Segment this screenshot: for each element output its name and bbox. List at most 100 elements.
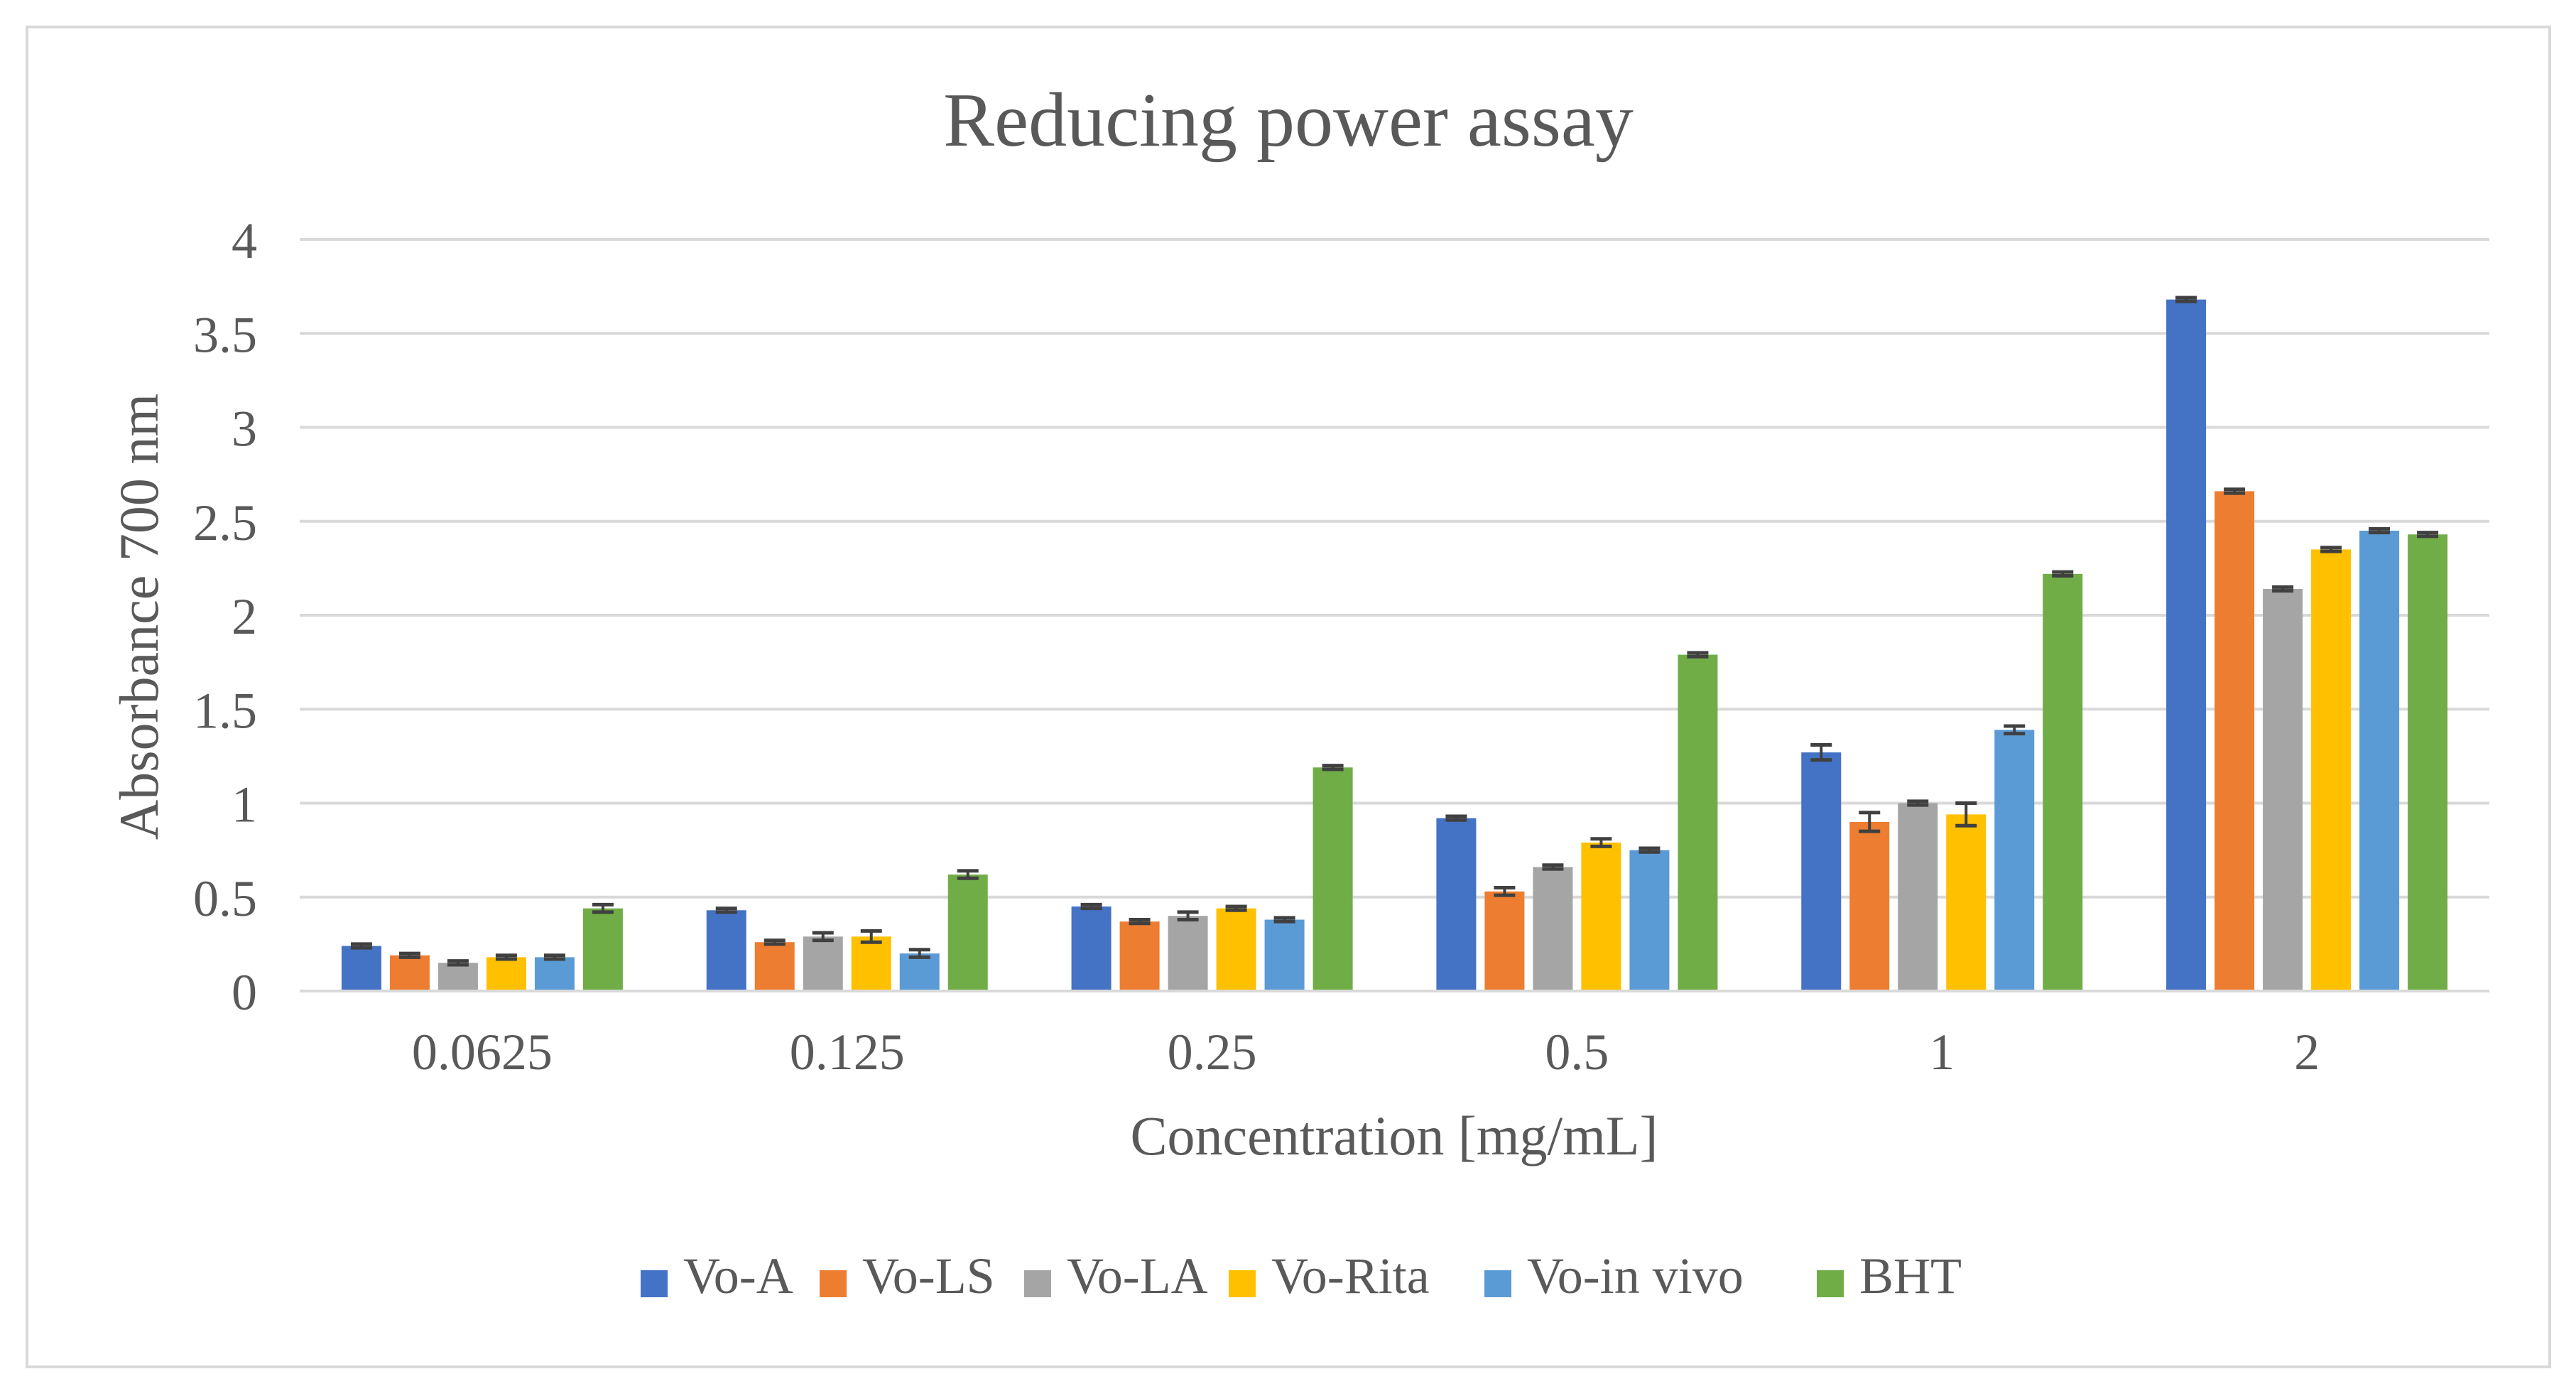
bar: [1436, 818, 1477, 991]
bar: [438, 963, 478, 991]
x-axis-tick-labels: 0.0625 0.125 0.25 0.5 1 2: [412, 1024, 2320, 1081]
legend-item: Vo-Rita: [1229, 1248, 1430, 1304]
y-axis-tick-labels: 0 0.5 1 1.5 2 2.5 3 3.5 4: [193, 212, 257, 1021]
bar: [851, 936, 891, 991]
bar: [1168, 916, 1208, 991]
legend-swatch: [1817, 1270, 1844, 1297]
legend-swatch: [1484, 1270, 1511, 1297]
legend-label: Vo-A: [683, 1248, 793, 1304]
bars: [341, 299, 2448, 991]
legend-label: Vo-Rita: [1271, 1248, 1430, 1304]
error-bar: [908, 948, 930, 959]
x-tick-label: 0.5: [1545, 1024, 1609, 1081]
x-axis-label: Concentration [mg/mL]: [1131, 1105, 1658, 1167]
bar: [1849, 821, 1890, 991]
bar: [534, 957, 575, 991]
bar: [1898, 803, 1938, 991]
error-bar: [1129, 917, 1151, 926]
error-bar: [1955, 801, 1977, 828]
bar: [1946, 814, 1987, 991]
error-bar: [1080, 902, 1102, 911]
error-bar: [1687, 651, 1709, 659]
y-tick-label: 1.5: [193, 682, 257, 739]
legend-item: Vo-LA: [1024, 1248, 1208, 1304]
error-bar: [812, 931, 834, 943]
bar: [2359, 530, 2400, 991]
error-bar: [495, 953, 517, 961]
x-tick-label: 1: [1929, 1024, 1955, 1081]
error-bar: [398, 951, 420, 959]
y-axis-label: Absorbance 700 nm: [108, 394, 170, 840]
legend-swatch: [820, 1270, 847, 1297]
error-bar: [715, 907, 737, 914]
bar: [582, 908, 623, 991]
bar: [1581, 843, 1621, 991]
bar: [2408, 534, 2448, 991]
chart-frame: [26, 26, 2551, 1368]
error-bar: [1859, 811, 1881, 833]
bar: [706, 910, 746, 991]
bar: [2311, 549, 2352, 991]
legend-swatch: [1229, 1270, 1256, 1297]
error-bar: [957, 869, 979, 880]
error-bar: [2272, 585, 2294, 593]
legend-swatch: [1024, 1270, 1051, 1297]
error-bar: [447, 959, 469, 967]
gridlines: [300, 238, 2489, 899]
x-tick-label: 0.0625: [412, 1024, 553, 1081]
error-bar: [1907, 799, 1929, 807]
y-tick-label: 0.5: [193, 870, 257, 927]
legend-item: Vo-in vivo: [1484, 1248, 1744, 1304]
y-tick-label: 0: [232, 964, 257, 1021]
bar: [1994, 730, 2035, 991]
legend-label: BHT: [1859, 1248, 1962, 1304]
error-bar: [543, 953, 565, 961]
legend-item: Vo-A: [641, 1248, 793, 1304]
error-bar: [1322, 764, 1344, 772]
y-tick-label: 1: [232, 777, 257, 833]
error-bar: [1542, 863, 1564, 871]
bar: [1484, 891, 1525, 991]
error-bar: [2004, 724, 2026, 736]
legend-item: BHT: [1817, 1248, 1962, 1304]
bar: [2263, 588, 2303, 991]
bar: [2043, 573, 2083, 991]
error-bar: [1273, 916, 1295, 924]
error-bar: [1494, 886, 1516, 897]
legend-item: Vo-LS: [820, 1248, 995, 1304]
legend-label: Vo-in vivo: [1527, 1248, 1744, 1304]
bar: [1533, 867, 1573, 991]
chart-title: Reducing power assay: [943, 78, 1634, 163]
error-bar: [763, 938, 786, 946]
error-bar: [1225, 904, 1247, 912]
error-bar: [2417, 531, 2439, 539]
bar: [486, 957, 526, 991]
error-bar: [1638, 846, 1661, 854]
bar: [341, 946, 381, 991]
error-bar: [2175, 296, 2197, 303]
bar: [1071, 906, 1112, 991]
bar: [1216, 908, 1256, 991]
bar: [389, 955, 430, 991]
error-bar: [2320, 546, 2342, 553]
y-tick-label: 3.5: [193, 306, 257, 363]
bar: [1264, 919, 1305, 991]
error-bar: [592, 902, 614, 914]
bar: [2214, 491, 2255, 991]
error-bar: [2052, 570, 2074, 578]
error-bar: [1810, 743, 1832, 762]
bar: [2166, 299, 2207, 991]
bar: [1313, 767, 1353, 991]
bar: [1678, 654, 1718, 991]
y-tick-label: 3: [232, 401, 257, 458]
error-bar: [1590, 837, 1612, 848]
bar: [803, 936, 843, 991]
bar: [1119, 921, 1160, 991]
error-bar: [860, 929, 882, 944]
x-tick-label: 2: [2294, 1024, 2320, 1081]
legend-swatch: [641, 1270, 668, 1297]
error-bar: [1445, 814, 1467, 822]
legend-label: Vo-LA: [1067, 1248, 1208, 1304]
